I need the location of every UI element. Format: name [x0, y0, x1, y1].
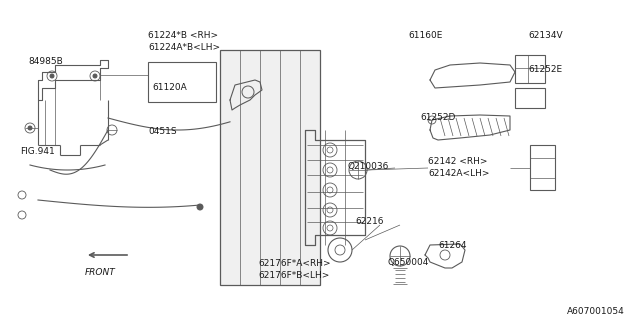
Text: 62176F*B<LH>: 62176F*B<LH>	[258, 270, 330, 279]
Text: 61252D: 61252D	[420, 113, 456, 122]
Bar	[515, 55, 545, 83]
Circle shape	[50, 74, 54, 78]
Text: 62142 <RH>: 62142 <RH>	[428, 156, 488, 165]
Text: 0451S: 0451S	[148, 126, 177, 135]
Circle shape	[93, 74, 97, 78]
Text: 62134V: 62134V	[528, 30, 563, 39]
Bar	[148, 62, 216, 102]
Circle shape	[197, 204, 203, 210]
Circle shape	[28, 126, 32, 130]
Text: 62176F*A<RH>: 62176F*A<RH>	[258, 259, 331, 268]
Text: Q210036: Q210036	[348, 163, 389, 172]
Bar	[530, 145, 555, 190]
Text: 61160E: 61160E	[408, 30, 442, 39]
Circle shape	[227, 115, 233, 121]
Bar	[515, 88, 545, 108]
Text: 61264: 61264	[438, 241, 467, 250]
Text: FRONT: FRONT	[84, 268, 115, 277]
Text: Q650004: Q650004	[388, 259, 429, 268]
Text: FIG.941: FIG.941	[20, 148, 55, 156]
Text: 62142A<LH>: 62142A<LH>	[428, 169, 490, 178]
Text: 61252E: 61252E	[528, 66, 562, 75]
Text: 84985B: 84985B	[28, 58, 63, 67]
Text: 61224*B <RH>: 61224*B <RH>	[148, 30, 218, 39]
Text: 61120A: 61120A	[152, 84, 187, 92]
Text: 62216: 62216	[355, 218, 383, 227]
Text: A607001054: A607001054	[567, 308, 625, 316]
Text: 61224A*B<LH>: 61224A*B<LH>	[148, 43, 220, 52]
Bar	[220, 50, 320, 285]
